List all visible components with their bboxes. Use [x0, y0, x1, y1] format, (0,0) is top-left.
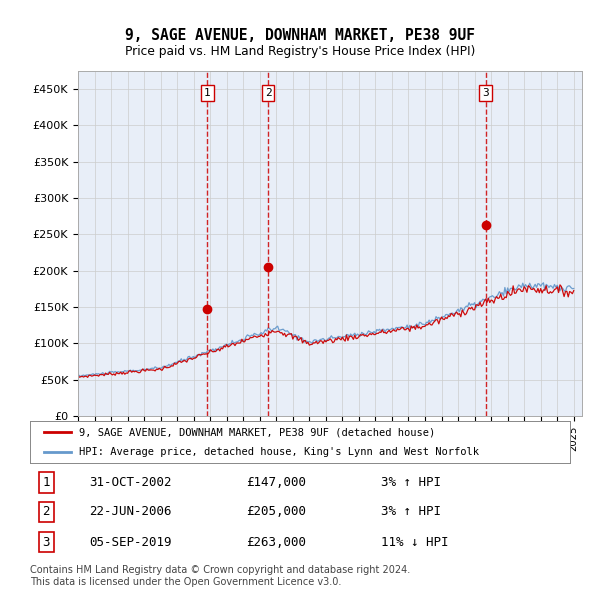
- Text: Price paid vs. HM Land Registry's House Price Index (HPI): Price paid vs. HM Land Registry's House …: [125, 45, 475, 58]
- Text: Contains HM Land Registry data © Crown copyright and database right 2024.: Contains HM Land Registry data © Crown c…: [30, 565, 410, 575]
- Text: HPI: Average price, detached house, King's Lynn and West Norfolk: HPI: Average price, detached house, King…: [79, 447, 479, 457]
- Text: 3% ↑ HPI: 3% ↑ HPI: [381, 505, 441, 519]
- Text: 22-JUN-2006: 22-JUN-2006: [89, 505, 172, 519]
- Text: 9, SAGE AVENUE, DOWNHAM MARKET, PE38 9UF: 9, SAGE AVENUE, DOWNHAM MARKET, PE38 9UF: [125, 28, 475, 43]
- Text: £263,000: £263,000: [246, 536, 306, 549]
- Text: 9, SAGE AVENUE, DOWNHAM MARKET, PE38 9UF (detached house): 9, SAGE AVENUE, DOWNHAM MARKET, PE38 9UF…: [79, 427, 435, 437]
- Text: 3: 3: [43, 536, 50, 549]
- Text: 05-SEP-2019: 05-SEP-2019: [89, 536, 172, 549]
- Text: 3: 3: [482, 88, 489, 98]
- Text: £205,000: £205,000: [246, 505, 306, 519]
- Text: This data is licensed under the Open Government Licence v3.0.: This data is licensed under the Open Gov…: [30, 577, 341, 587]
- Text: 2: 2: [43, 505, 50, 519]
- Text: 1: 1: [204, 88, 211, 98]
- Text: 1: 1: [43, 476, 50, 489]
- Text: 11% ↓ HPI: 11% ↓ HPI: [381, 536, 449, 549]
- Text: 31-OCT-2002: 31-OCT-2002: [89, 476, 172, 489]
- Text: £147,000: £147,000: [246, 476, 306, 489]
- Text: 3% ↑ HPI: 3% ↑ HPI: [381, 476, 441, 489]
- Text: 2: 2: [265, 88, 271, 98]
